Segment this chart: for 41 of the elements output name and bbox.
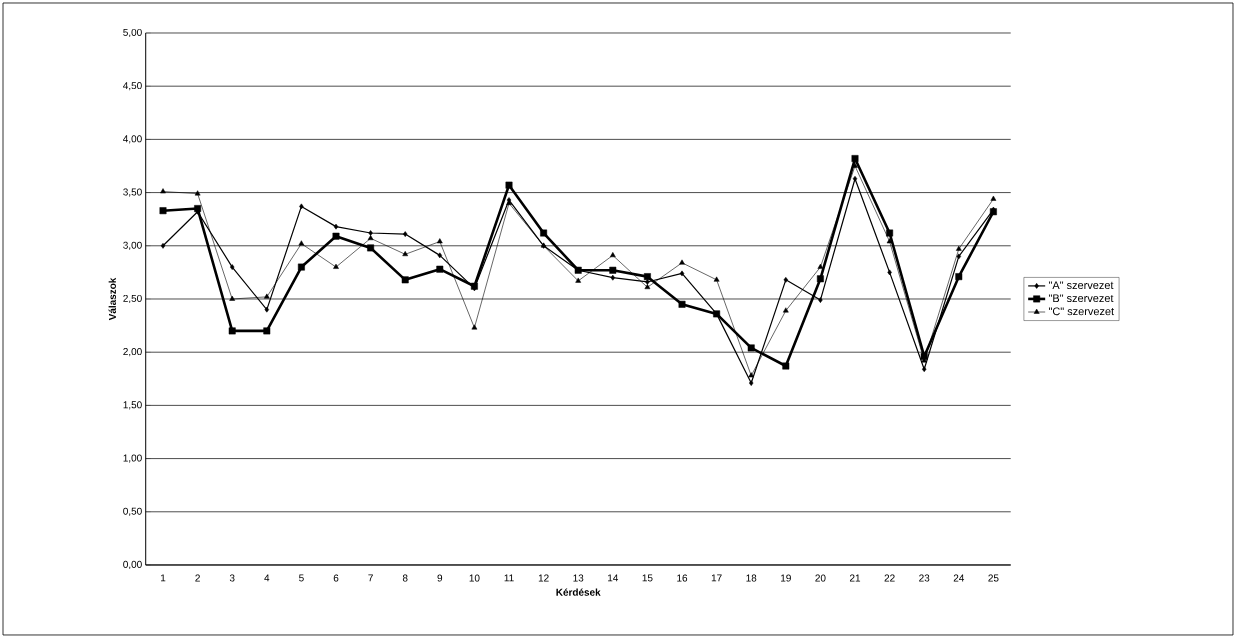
y-tick-label: 0,50 bbox=[123, 507, 142, 516]
x-tick-label: 2 bbox=[195, 574, 200, 582]
x-tick-label: 3 bbox=[229, 574, 235, 582]
x-tick-label: 12 bbox=[538, 574, 549, 582]
legend-label: "A" szervezet bbox=[1048, 281, 1114, 290]
x-tick-label: 9 bbox=[437, 574, 443, 582]
y-tick-label: 3,50 bbox=[123, 188, 142, 197]
x-tick-label: 19 bbox=[781, 574, 791, 582]
x-tick-label: 5 bbox=[299, 574, 304, 582]
y-tick-label: 4,00 bbox=[123, 135, 142, 144]
x-tick-label: 11 bbox=[504, 574, 514, 582]
x-tick-label: 20 bbox=[815, 574, 826, 582]
y-tick-label: 4,50 bbox=[123, 82, 142, 91]
y-tick-label: 5,00 bbox=[123, 28, 142, 38]
x-tick-label: 10 bbox=[469, 574, 480, 582]
x-tick-label: 14 bbox=[608, 574, 619, 582]
y-tick-label: 1,50 bbox=[123, 401, 142, 410]
x-tick-label: 24 bbox=[953, 574, 965, 582]
y-tick-label: 2,00 bbox=[123, 348, 142, 357]
x-tick-label: 8 bbox=[402, 574, 408, 582]
x-tick-label: 21 bbox=[849, 574, 861, 582]
x-tick-label: 1 bbox=[161, 574, 166, 582]
x-tick-label: 7 bbox=[368, 574, 373, 582]
y-tick-label: 3,00 bbox=[123, 241, 142, 250]
x-tick-label: 22 bbox=[884, 574, 895, 582]
y-tick-label: 2,50 bbox=[123, 294, 142, 304]
x-tick-label: 4 bbox=[264, 574, 270, 582]
x-tick-label: 6 bbox=[333, 574, 339, 582]
y-tick-label: 0,00 bbox=[123, 560, 142, 570]
x-tick-label: 16 bbox=[677, 574, 688, 582]
x-tick-label: 23 bbox=[919, 574, 930, 582]
y-axis-title: Válaszok bbox=[108, 277, 116, 321]
y-tick-label: 1,00 bbox=[123, 454, 142, 463]
legend-label: "B" szervezet bbox=[1048, 294, 1114, 303]
x-axis-title: Kérdések bbox=[556, 588, 601, 596]
x-tick-label: 13 bbox=[573, 574, 584, 582]
x-tick-label: 15 bbox=[642, 574, 653, 582]
x-tick-label: 17 bbox=[711, 574, 722, 582]
legend-label: "C" szervezet bbox=[1048, 307, 1115, 316]
x-tick-label: 25 bbox=[988, 574, 999, 582]
x-tick-label: 18 bbox=[746, 574, 757, 582]
